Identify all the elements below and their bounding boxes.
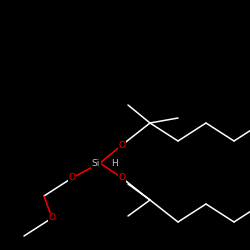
Text: O: O (118, 174, 126, 182)
Text: O: O (68, 174, 75, 182)
Text: O: O (48, 214, 56, 222)
Text: Si: Si (92, 158, 100, 168)
Text: O: O (118, 140, 126, 149)
Text: H: H (110, 158, 117, 168)
